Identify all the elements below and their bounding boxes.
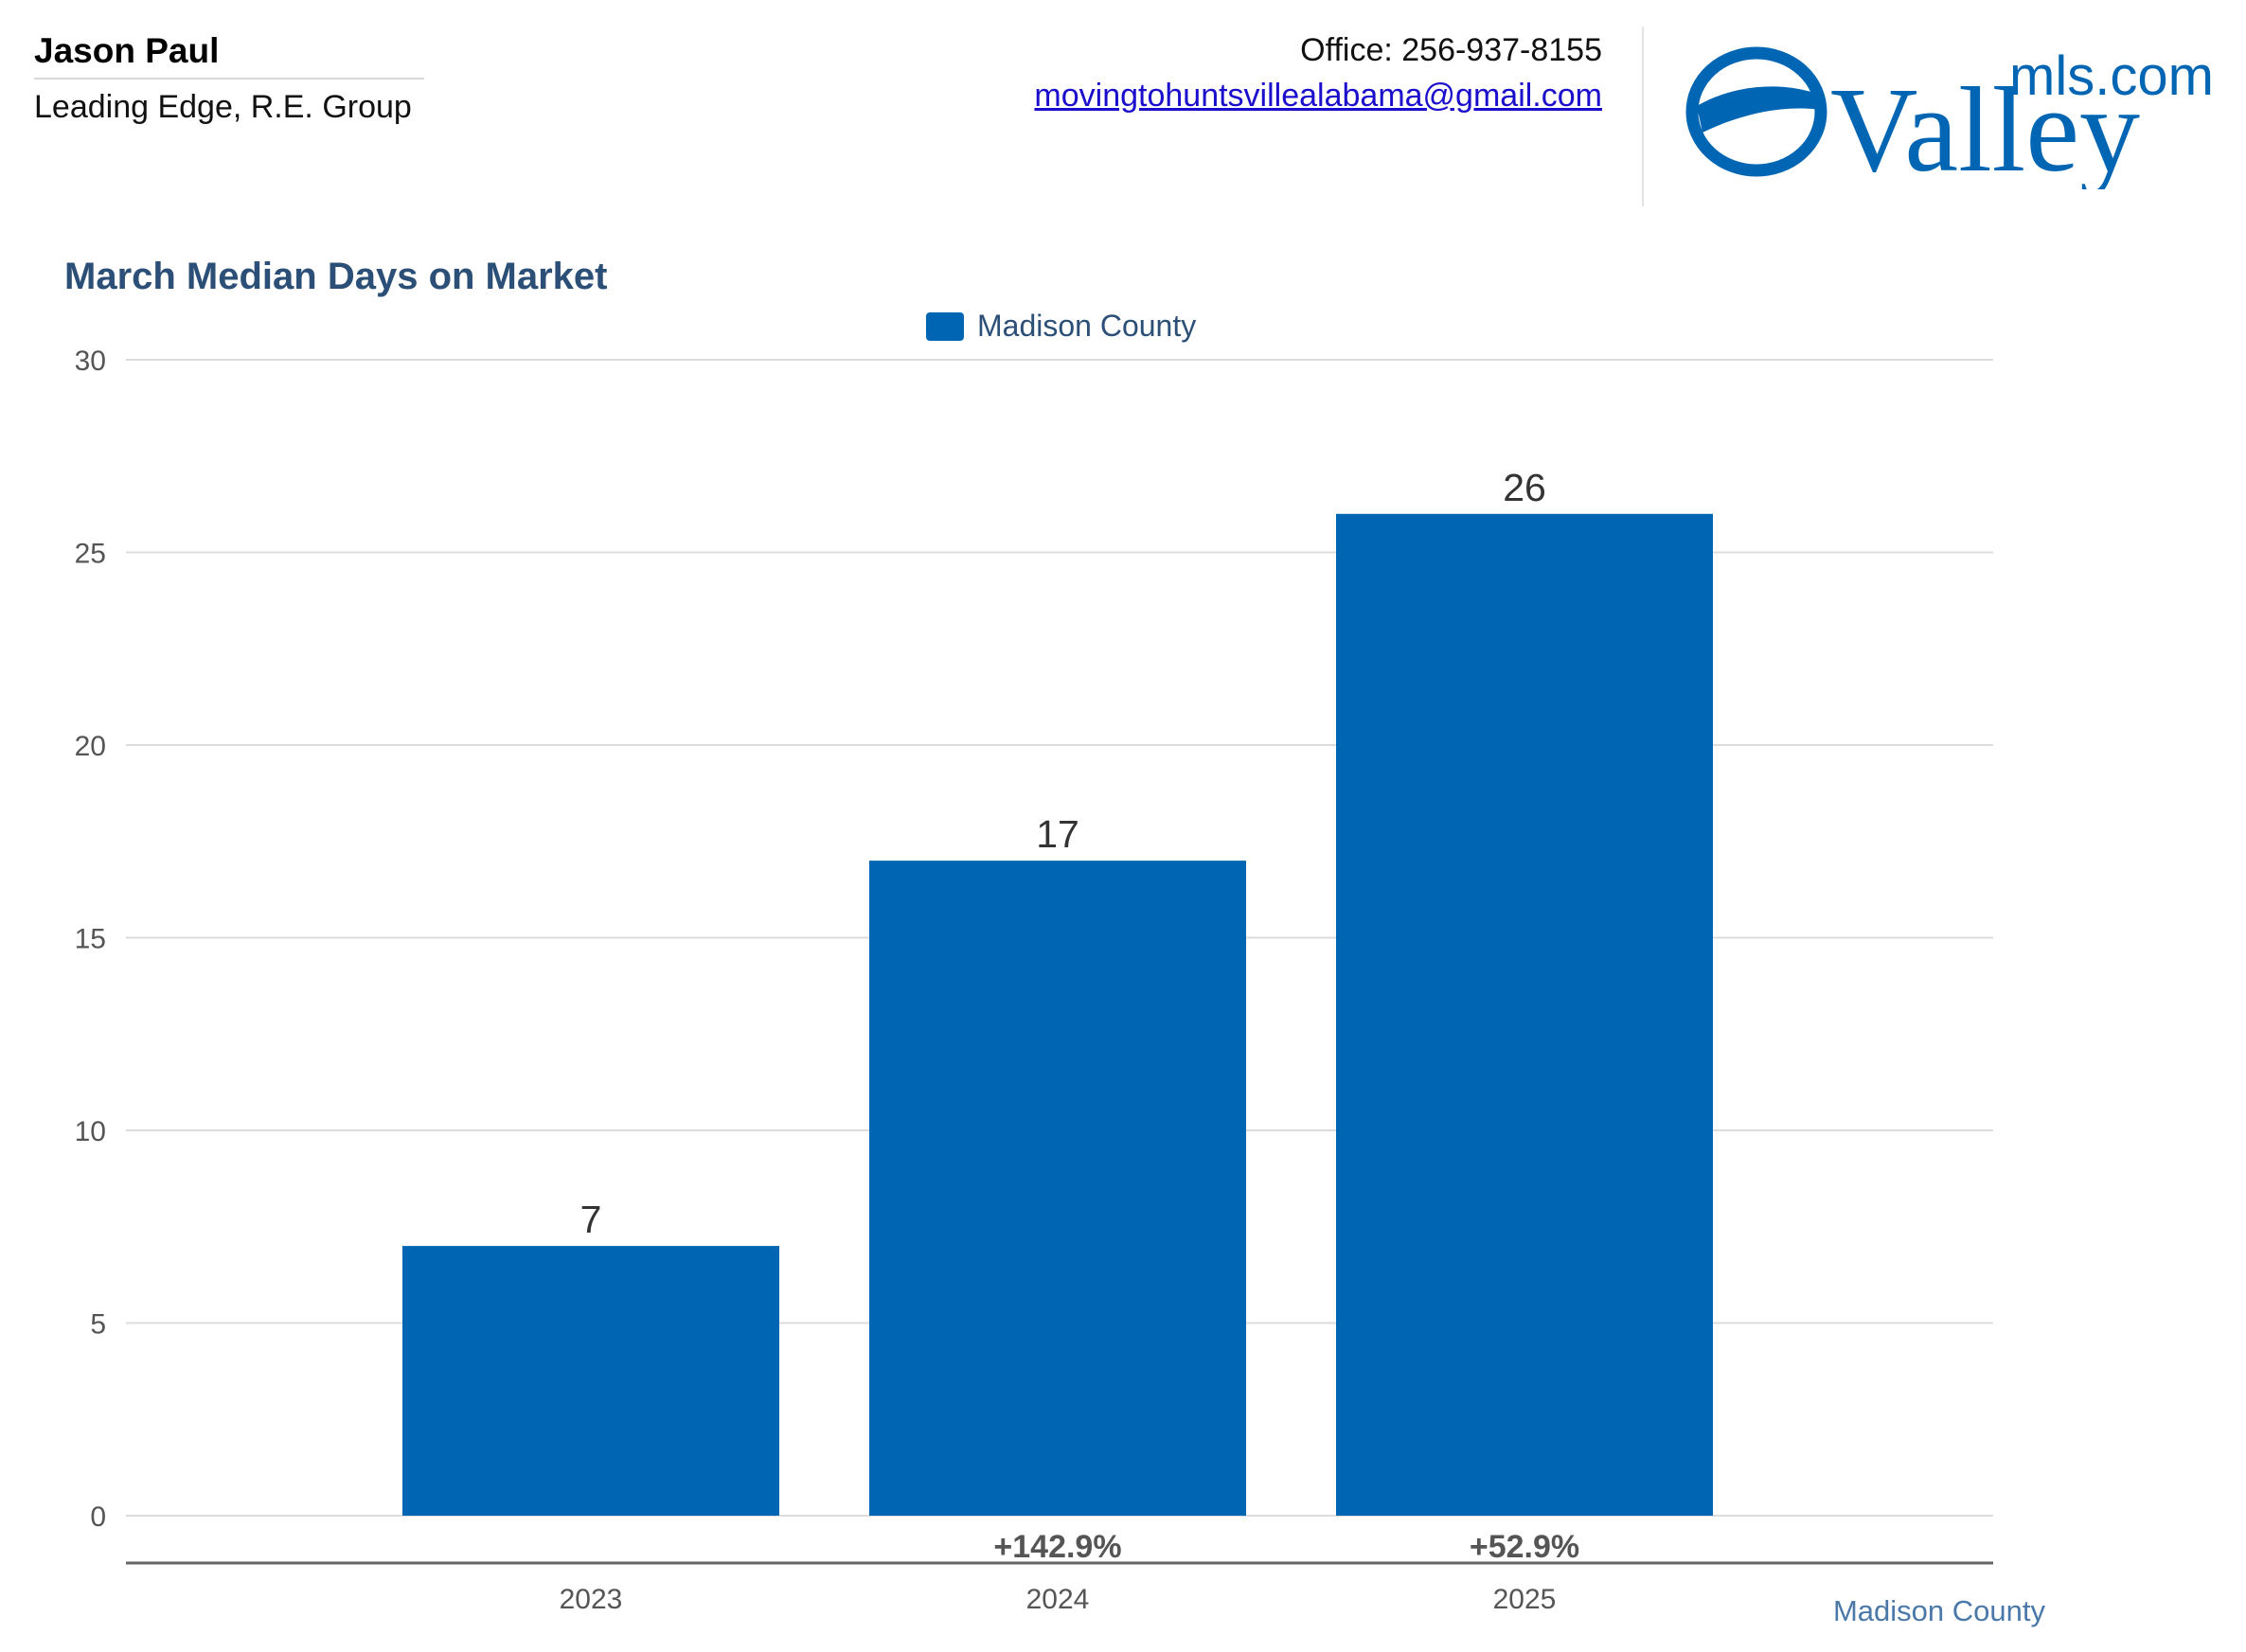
agent-company: Leading Edge, R.E. Group	[34, 89, 412, 125]
y-tick-label: 5	[90, 1309, 106, 1341]
legend-label: Madison County	[977, 309, 1197, 343]
header-divider	[1642, 27, 1644, 206]
chart-title: March Median Days on Market	[64, 256, 608, 297]
logo-swoosh-icon	[1685, 46, 1827, 177]
agent-info: Jason Paul Leading Edge, R.E. Group	[34, 27, 424, 131]
change-percent-label: +52.9%	[1470, 1529, 1579, 1565]
bar-value-label: 17	[1036, 812, 1079, 856]
bar[interactable]	[1336, 513, 1713, 1516]
y-tick-label: 25	[75, 539, 106, 570]
bar[interactable]	[869, 861, 1246, 1516]
email-link[interactable]: movingtohuntsvillealabama@gmail.com	[1034, 78, 1602, 114]
valleymls-logo: Valley mls.com	[1685, 45, 2214, 189]
agent-name: Jason Paul	[34, 27, 424, 80]
change-percent-label: +142.9%	[993, 1529, 1121, 1565]
logo-main-text: Valley	[1830, 62, 2140, 189]
logo-sub-text: mls.com	[2009, 45, 2214, 107]
footer-area-label: Madison County	[1832, 1594, 2045, 1627]
y-tick-label: 0	[90, 1501, 106, 1533]
contact-info: Office: 256-937-8155 movingtohuntsvillea…	[1034, 28, 1602, 117]
chart-legend[interactable]: Madison County	[926, 309, 1196, 344]
office-phone: Office: 256-937-8155	[1300, 32, 1602, 68]
y-tick-label: 30	[75, 346, 106, 377]
x-tick-label: 2023	[560, 1584, 623, 1615]
y-tick-label: 20	[75, 731, 106, 762]
x-tick-label: 2024	[1026, 1584, 1090, 1615]
y-tick-label: 15	[75, 924, 106, 955]
y-tick-label: 10	[75, 1116, 106, 1147]
bar-value-label: 7	[580, 1198, 602, 1241]
x-tick-label: 2025	[1493, 1584, 1557, 1615]
bar-value-label: 26	[1503, 466, 1546, 509]
legend-swatch	[926, 311, 964, 341]
bar[interactable]	[402, 1246, 779, 1516]
